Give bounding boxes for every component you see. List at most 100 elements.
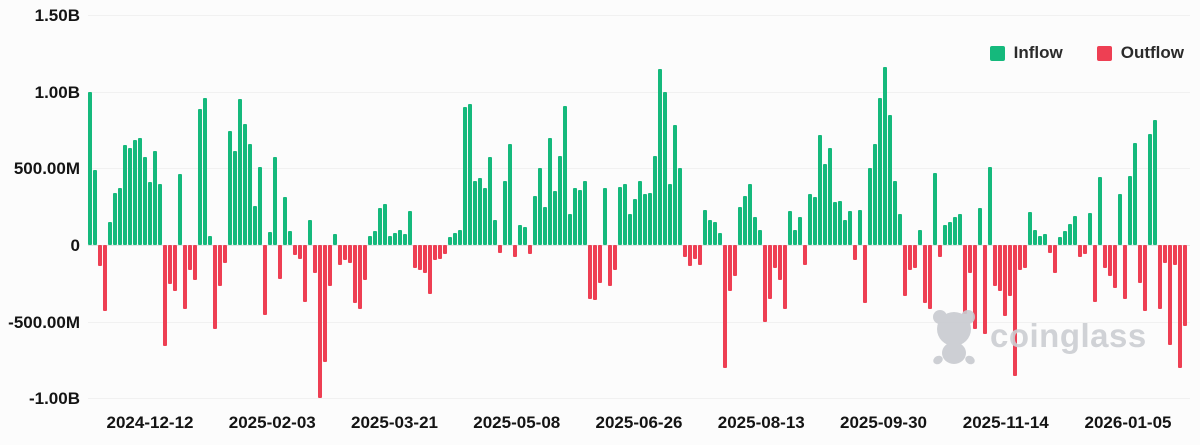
inflow-bar[interactable] [398,229,402,245]
outflow-bar[interactable] [193,245,197,281]
inflow-bar[interactable] [578,189,582,245]
outflow-bar[interactable] [1163,245,1167,264]
inflow-bar[interactable] [828,148,832,245]
inflow-bar[interactable] [88,91,92,245]
outflow-bar[interactable] [163,245,167,347]
inflow-bar[interactable] [738,206,742,245]
inflow-bar[interactable] [268,231,272,245]
outflow-bar[interactable] [728,245,732,291]
inflow-bar[interactable] [273,157,277,245]
inflow-bar[interactable] [153,150,157,245]
outflow-bar[interactable] [863,245,867,304]
outflow-bar[interactable] [1183,245,1187,327]
outflow-bar[interactable] [993,245,997,287]
outflow-bar[interactable] [968,245,972,273]
outflow-bar[interactable] [1103,245,1107,268]
inflow-bar[interactable] [708,220,712,245]
inflow-bar[interactable] [1058,236,1062,245]
inflow-bar[interactable] [383,203,387,245]
inflow-bar[interactable] [368,235,372,245]
outflow-bar[interactable] [188,245,192,270]
inflow-bar[interactable] [523,226,527,245]
inflow-bar[interactable] [1038,235,1042,245]
inflow-bar[interactable] [378,208,382,245]
inflow-bar[interactable] [673,125,677,245]
inflow-bar[interactable] [253,205,257,245]
inflow-bar[interactable] [288,231,292,245]
outflow-bar[interactable] [928,245,932,310]
inflow-bar[interactable] [393,232,397,245]
inflow-bar[interactable] [603,188,607,245]
outflow-bar[interactable] [213,245,217,330]
inflow-bar[interactable] [543,206,547,245]
outflow-bar[interactable] [223,245,227,264]
inflow-bar[interactable] [628,214,632,245]
outflow-bar[interactable] [1108,245,1112,276]
inflow-bar[interactable] [633,199,637,245]
inflow-bar[interactable] [473,180,477,245]
outflow-bar[interactable] [1093,245,1097,302]
inflow-bar[interactable] [1063,231,1067,245]
inflow-bar[interactable] [458,229,462,245]
outflow-bar[interactable] [698,245,702,265]
inflow-bar[interactable] [1073,215,1077,245]
inflow-bar[interactable] [748,183,752,245]
inflow-bar[interactable] [648,192,652,245]
inflow-bar[interactable] [1148,133,1152,245]
outflow-bar[interactable] [773,245,777,268]
outflow-bar[interactable] [1018,245,1022,270]
inflow-bar[interactable] [518,225,522,245]
inflow-bar[interactable] [123,145,127,245]
outflow-bar[interactable] [443,245,447,255]
inflow-bar[interactable] [1133,142,1137,245]
inflow-bar[interactable] [568,214,572,245]
inflow-bar[interactable] [308,220,312,245]
outflow-bar[interactable] [1123,245,1127,299]
inflow-bar[interactable] [818,134,822,245]
outflow-bar[interactable] [778,245,782,281]
outflow-bar[interactable] [293,245,297,255]
outflow-bar[interactable] [358,245,362,310]
inflow-bar[interactable] [388,235,392,245]
outflow-bar[interactable] [768,245,772,299]
outflow-bar[interactable] [183,245,187,310]
outflow-bar[interactable] [998,245,1002,291]
inflow-bar[interactable] [883,66,887,245]
outflow-bar[interactable] [963,245,967,314]
inflow-bar[interactable] [798,217,802,245]
outflow-bar[interactable] [418,245,422,270]
inflow-bar[interactable] [1153,119,1157,245]
inflow-bar[interactable] [618,186,622,245]
inflow-bar[interactable] [638,180,642,245]
outflow-bar[interactable] [688,245,692,267]
inflow-bar[interactable] [178,173,182,245]
inflow-bar[interactable] [948,222,952,245]
inflow-bar[interactable] [743,195,747,245]
outflow-bar[interactable] [423,245,427,273]
outflow-bar[interactable] [903,245,907,296]
inflow-bar[interactable] [918,229,922,245]
outflow-bar[interactable] [1083,245,1087,255]
inflow-bar[interactable] [808,194,812,245]
inflow-bar[interactable] [788,211,792,245]
outflow-bar[interactable] [168,245,172,285]
outflow-bar[interactable] [1048,245,1052,253]
inflow-bar[interactable] [468,103,472,245]
outflow-bar[interactable] [313,245,317,273]
inflow-bar[interactable] [663,91,667,245]
inflow-bar[interactable] [873,143,877,245]
inflow-bar[interactable] [113,192,117,245]
outflow-bar[interactable] [303,245,307,302]
inflow-bar[interactable] [208,235,212,245]
inflow-bar[interactable] [1028,212,1032,245]
inflow-bar[interactable] [228,131,232,245]
outflow-bar[interactable] [1168,245,1172,345]
inflow-bar[interactable] [158,183,162,245]
outflow-bar[interactable] [923,245,927,304]
inflow-bar[interactable] [488,157,492,245]
inflow-bar[interactable] [793,229,797,245]
outflow-bar[interactable] [1138,245,1142,284]
outflow-bar[interactable] [1178,245,1182,368]
inflow-bar[interactable] [448,237,452,245]
inflow-bar[interactable] [538,168,542,245]
